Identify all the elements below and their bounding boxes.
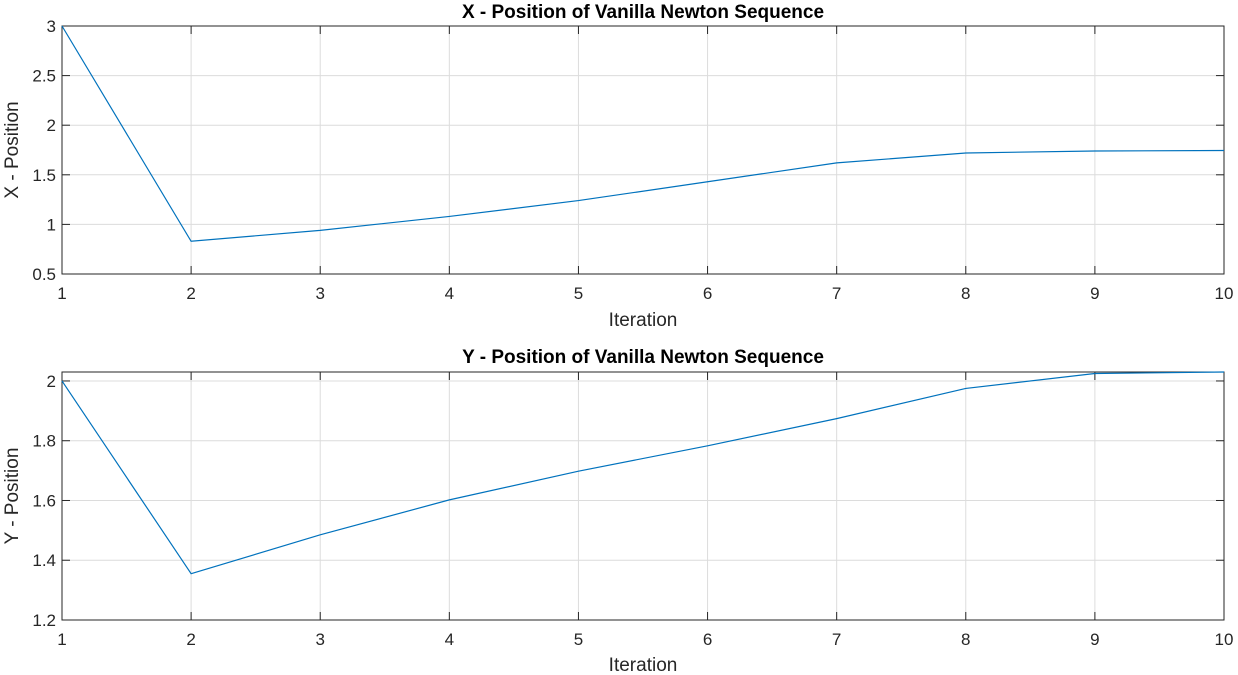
x-tick-label: 6 [703,630,712,649]
y-tick-label: 1.6 [32,491,56,510]
x-tick-label: 10 [1215,284,1234,303]
x-tick-label: 2 [186,284,195,303]
x-tick-label: 6 [703,284,712,303]
x-tick-label: 2 [186,630,195,649]
y-tick-label: 1.2 [32,611,56,630]
y-tick-label: 1.4 [32,551,56,570]
x-tick-label: 7 [832,284,841,303]
chart-title: Y - Position of Vanilla Newton Sequence [462,347,824,368]
x-tick-label: 1 [57,284,66,303]
y-axis-label: Y - Position [2,448,23,545]
y-tick-label: 2.5 [32,67,56,86]
chart-title: X - Position of Vanilla Newton Sequence [462,2,824,23]
y-tick-label: 2 [47,116,56,135]
x-tick-label: 1 [57,630,66,649]
y-tick-label: 2 [47,372,56,391]
series-line [61,371,1225,575]
series-line [61,25,1225,242]
x-tick-label: 7 [832,630,841,649]
x-tick-label: 4 [445,630,454,649]
y-tick-label: 1.8 [32,432,56,451]
x-tick-label: 10 [1215,630,1234,649]
y-position-plot: Y - Position of Vanilla Newton Sequence … [2,347,1233,675]
x-position-plot: X - Position of Vanilla Newton Sequence … [2,2,1233,331]
x-tick-label: 5 [574,630,583,649]
x-axis-label: Iteration [609,655,678,675]
x-tick-label: 8 [961,284,970,303]
x-tick-label: 9 [1090,284,1099,303]
y-tick-label: 3 [47,17,56,36]
x-tick-label: 5 [574,284,583,303]
axes-box [61,371,1225,621]
x-axis-label: Iteration [609,310,678,331]
x-tick-label: 9 [1090,630,1099,649]
y-tick-label: 0.5 [32,265,56,284]
axes-box [61,25,1225,275]
x-tick-label: 4 [445,284,454,303]
y-axis-label: X - Position [2,101,23,198]
y-tick-label: 1 [47,215,56,234]
x-tick-label: 3 [315,630,324,649]
x-tick-label: 8 [961,630,970,649]
x-tick-label: 3 [315,284,324,303]
y-tick-label: 1.5 [32,166,56,185]
